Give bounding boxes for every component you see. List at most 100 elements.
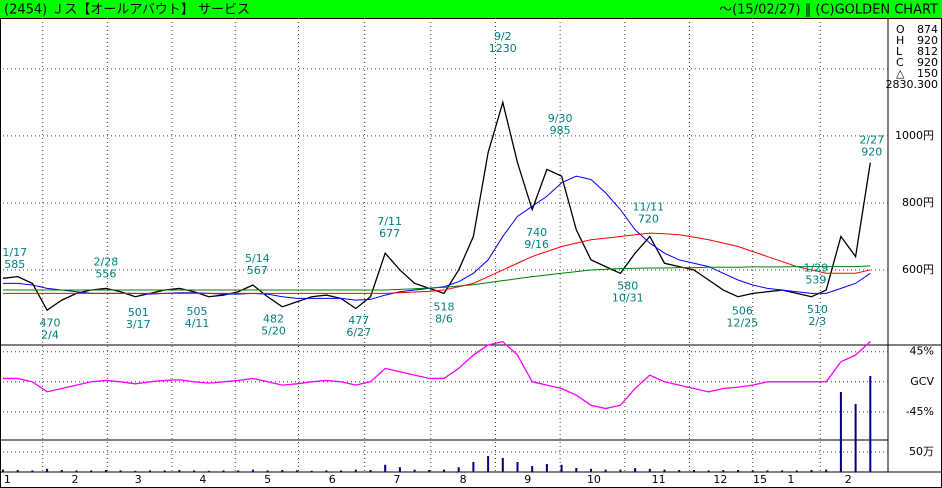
volume-bar: [854, 404, 857, 472]
volume-bar: [516, 462, 519, 472]
volume-bar: [575, 468, 578, 472]
info-label: △: [896, 67, 905, 80]
volume-bar: [354, 469, 357, 472]
info-label: O: [896, 23, 905, 36]
y-tick-label: 50万: [909, 445, 934, 458]
volume-bar: [501, 458, 504, 472]
volume-bar: [619, 469, 622, 472]
y-tick-label: 800円: [902, 196, 934, 209]
volume-bar: [266, 470, 269, 472]
y-tick-label: 1000円: [895, 129, 934, 142]
volume-bar: [766, 470, 769, 472]
annotation-value: 518: [434, 300, 455, 313]
volume-bar: [340, 470, 343, 472]
x-tick-label: 12: [713, 473, 727, 486]
annotation-value: 506: [732, 304, 753, 317]
annotation-date: 8/6: [435, 312, 453, 325]
volume-bar: [634, 468, 637, 472]
x-tick-label: 15: [753, 473, 767, 486]
volume-bar: [531, 466, 534, 472]
info-extra: 2830.300: [886, 78, 939, 91]
volume-bar: [428, 470, 431, 472]
x-tick-label: 2: [845, 473, 852, 486]
frame: [0, 18, 942, 488]
volume-bar: [237, 470, 240, 472]
volume-bar: [281, 470, 284, 472]
y-tick-label: -45%: [906, 405, 934, 418]
series-line: [2, 99, 871, 312]
annotation-date: 9/30: [548, 112, 573, 125]
volume-bar: [369, 470, 372, 472]
annotation-date: 2/3: [809, 315, 827, 328]
volume-bar: [104, 470, 107, 472]
annotation-value: 920: [861, 146, 882, 159]
volume-bar: [663, 469, 666, 472]
annotation-date: 2/4: [41, 329, 59, 342]
info-value: 874: [917, 23, 938, 36]
annotation-value: 585: [4, 258, 25, 271]
volume-bar: [443, 469, 445, 472]
annotation-date: 5/20: [261, 324, 286, 337]
info-label: H: [896, 34, 904, 47]
volume-bar: [810, 470, 813, 472]
annotation-date: 4/11: [185, 317, 210, 330]
x-tick-label: 8: [460, 473, 467, 486]
annotation-date: 10/31: [612, 292, 644, 305]
volume-bar: [60, 470, 63, 472]
annotation-date: 5/14: [245, 252, 270, 265]
x-tick-label: 2: [72, 473, 79, 486]
volume-bar: [692, 470, 695, 472]
volume-bar: [590, 468, 592, 472]
volume-bar: [707, 470, 710, 472]
volume-bar: [178, 470, 181, 472]
info-value: 920: [917, 34, 938, 47]
annotation-value: 501: [128, 306, 149, 319]
volume-bar: [325, 470, 328, 472]
volume-bar: [648, 468, 651, 472]
volume-bar: [825, 469, 828, 472]
info-label: L: [896, 45, 903, 58]
annotation-date: 2/28: [94, 256, 119, 269]
volume-bar: [207, 470, 210, 472]
annotation-value: 567: [247, 264, 268, 277]
header-bar: [0, 0, 942, 18]
x-tick-label: 10: [587, 473, 601, 486]
annotation-value: 505: [187, 305, 208, 318]
annotation-date: 2/27: [859, 134, 884, 147]
annotation-value: 556: [95, 268, 116, 281]
annotation-value: 470: [40, 317, 61, 330]
annotation-date: 11/11: [632, 201, 664, 214]
volume-bar: [722, 470, 725, 472]
volume-bar: [310, 470, 313, 472]
volume-bar: [75, 470, 78, 472]
y-tick-label: GCV: [910, 375, 934, 388]
x-tick-label: 5: [264, 473, 271, 486]
y-tick-label: 45%: [910, 345, 934, 358]
annotation-date: 1/17: [2, 246, 27, 259]
annotation-value: 580: [617, 280, 638, 293]
annotation-value: 985: [550, 124, 571, 137]
annotation-date: 1/29: [804, 261, 829, 274]
annotation-value: 482: [263, 312, 284, 325]
volume-bar: [16, 470, 19, 472]
volume-bar: [751, 470, 754, 472]
chart-title: (2454) Ｊス【オールアバウト】 サービス: [4, 3, 250, 18]
volume-bar: [545, 464, 548, 472]
volume-bar: [413, 469, 416, 472]
x-tick-label: 11: [652, 473, 666, 486]
volume-bar: [398, 467, 401, 472]
y-tick-label: 600円: [902, 263, 934, 276]
info-value: 812: [917, 45, 938, 58]
volume-bar: [2, 469, 4, 472]
annotation-date: 7/11: [377, 215, 402, 228]
info-value: 920: [917, 56, 938, 69]
annotation-date: 12/25: [727, 316, 759, 329]
series-line: [3, 175, 871, 301]
volume-bar: [839, 392, 842, 472]
x-tick-label: 4: [199, 473, 206, 486]
annotation-value: 539: [805, 273, 826, 286]
annotation-date: 9/2: [494, 30, 512, 43]
volume-bar: [869, 376, 872, 472]
annotation-date: 6/27: [346, 326, 371, 339]
